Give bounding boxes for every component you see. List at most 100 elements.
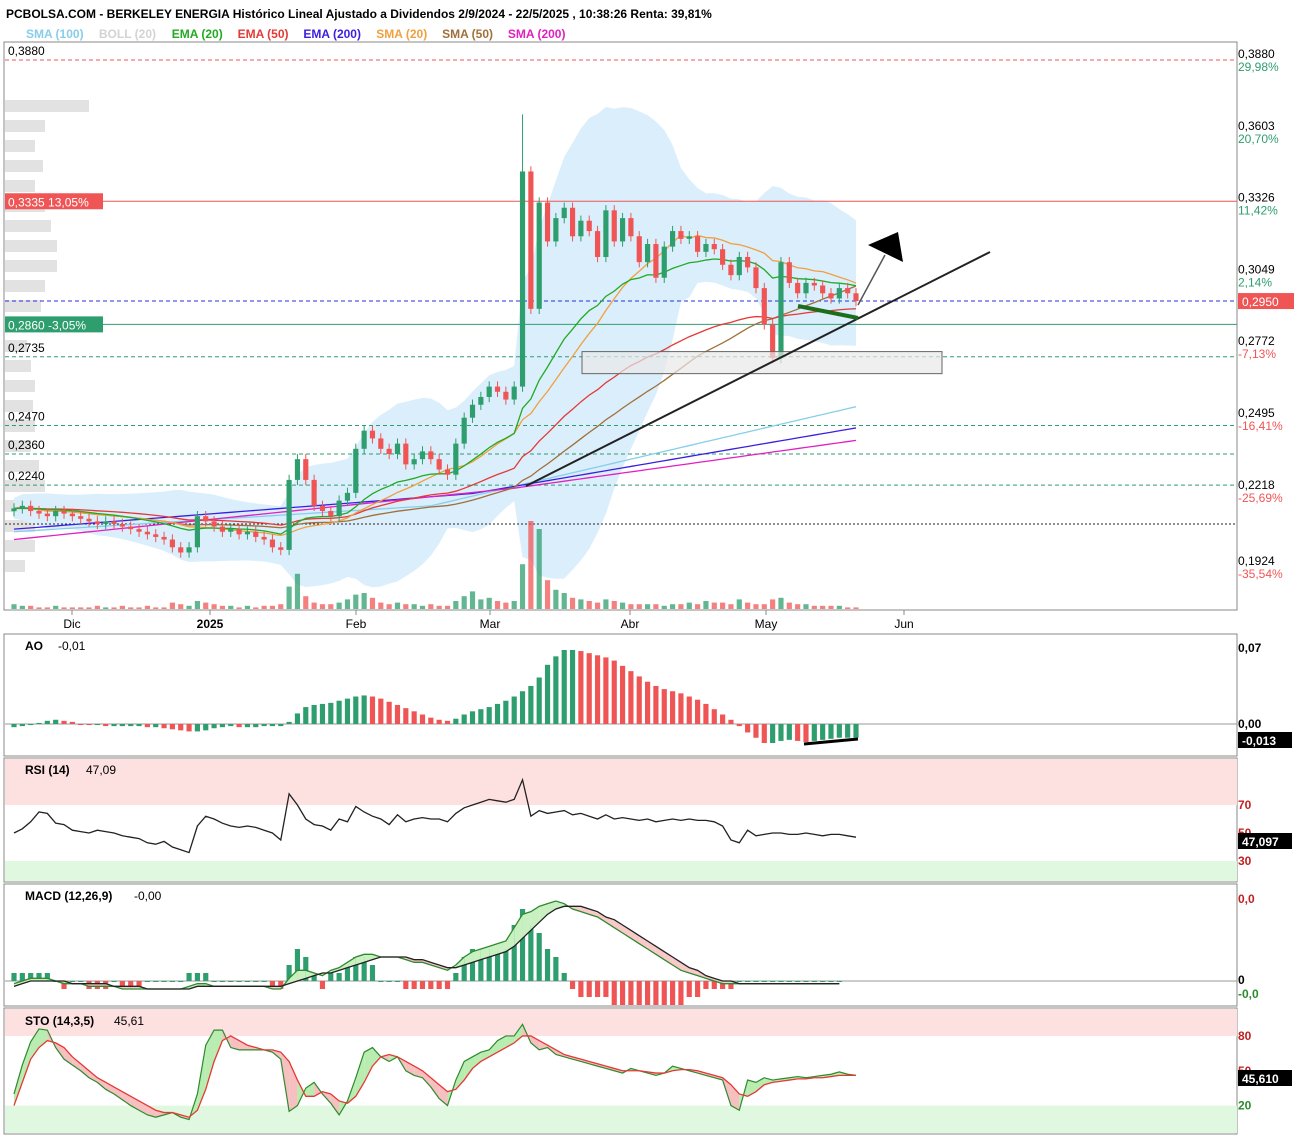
macd-histogram-bar xyxy=(153,981,159,982)
ao-bar xyxy=(695,699,701,724)
volume-bar xyxy=(711,602,717,609)
sma200-line xyxy=(13,439,857,541)
macd-histogram-bar xyxy=(294,949,301,981)
volume-bar xyxy=(144,605,150,609)
consolidation-box xyxy=(581,351,943,375)
ao-bar xyxy=(69,721,75,724)
ao-bar xyxy=(436,719,442,724)
macd-fill xyxy=(480,946,490,960)
volume-profile-bar xyxy=(5,160,43,172)
ao-bar xyxy=(453,718,459,724)
macd-fill xyxy=(597,911,606,923)
candle xyxy=(94,521,100,524)
ao-bar xyxy=(644,681,651,724)
sto-fill xyxy=(14,1064,23,1106)
volume-bar xyxy=(378,602,384,609)
macd-histogram-bar xyxy=(428,981,434,989)
macd-histogram-bar xyxy=(778,981,784,982)
candle xyxy=(194,516,200,548)
volume-bar xyxy=(53,605,59,609)
macd-histogram-bar xyxy=(836,981,842,982)
volume-profile-bar xyxy=(5,100,89,112)
macd-fill xyxy=(639,935,648,949)
volume-bar xyxy=(44,607,50,609)
sto-overbought-zone xyxy=(5,1009,1237,1036)
x-tick-label: 2025 xyxy=(197,617,224,631)
candle xyxy=(144,531,150,535)
candle xyxy=(786,262,792,283)
ao-bar xyxy=(653,685,659,724)
candle xyxy=(436,459,442,470)
volume-bar xyxy=(153,607,159,609)
ao-bar xyxy=(136,724,142,727)
candle xyxy=(803,282,809,294)
sto-title: STO (14,3,5) xyxy=(25,1014,94,1028)
macd-fill xyxy=(589,909,598,917)
candle xyxy=(770,324,776,359)
sto-axis-label: 20 xyxy=(1238,1099,1252,1113)
volume-bar xyxy=(720,602,726,609)
volume-bar xyxy=(594,602,601,609)
macd-line xyxy=(13,900,840,990)
macd-histogram-bar xyxy=(686,981,692,997)
ao-axis-label: 0,07 xyxy=(1238,641,1262,655)
macd-histogram-bar xyxy=(203,973,209,981)
candle xyxy=(845,288,851,294)
volume-profile-bar xyxy=(5,400,33,412)
candle xyxy=(653,244,659,278)
legend-item: SMA (50) xyxy=(442,27,493,41)
ao-divergence-line xyxy=(803,737,859,746)
ao-bar xyxy=(11,724,17,728)
volume-bar xyxy=(494,601,501,609)
volume-bar xyxy=(536,529,542,609)
ao-layer: 0,07 0,00 -0,013 xyxy=(5,641,1292,748)
volume-bar xyxy=(745,602,751,609)
candle xyxy=(344,492,351,501)
sma20-line xyxy=(13,234,857,537)
candle xyxy=(61,511,67,514)
volume-bar xyxy=(244,605,251,609)
macd-signal-line xyxy=(13,905,840,990)
volume-bar xyxy=(503,602,509,609)
level-label: 0,2360 xyxy=(8,438,45,452)
ao-bar xyxy=(678,693,684,724)
volume-bar xyxy=(336,602,342,609)
price-axis-pct: -16,41% xyxy=(1238,419,1283,433)
volume-bar xyxy=(778,597,784,609)
ao-bar xyxy=(511,696,517,724)
candle xyxy=(328,511,334,517)
ao-bar xyxy=(128,724,134,727)
arrow-head xyxy=(868,232,903,262)
volume-profile-bar xyxy=(5,340,27,352)
candle xyxy=(319,505,326,512)
volume-bar xyxy=(194,601,200,609)
candle xyxy=(161,536,167,540)
candle xyxy=(236,529,242,535)
ao-bar xyxy=(394,704,401,724)
sto-fill xyxy=(730,1084,740,1111)
candle xyxy=(253,531,259,537)
candle xyxy=(670,231,676,247)
price-axis-pct: 29,98% xyxy=(1238,60,1279,74)
ao-bar xyxy=(636,676,642,724)
legend-item: EMA (50) xyxy=(238,27,289,41)
sto-d-line xyxy=(13,1035,856,1118)
ao-last-value: -0,013 xyxy=(1242,734,1276,748)
candle xyxy=(369,430,376,439)
volume-bar xyxy=(178,604,184,609)
macd-histogram-bar xyxy=(44,973,50,981)
volume-bar xyxy=(845,607,851,609)
volume-profile-bar xyxy=(5,140,35,152)
ao-bar xyxy=(178,724,184,731)
trendline xyxy=(525,251,991,487)
macd-fill xyxy=(472,949,481,963)
sto-fill xyxy=(522,1024,531,1043)
ao-bar xyxy=(78,724,84,725)
macd-histogram-bar xyxy=(561,973,567,981)
rsi-layer: 70503047,097 xyxy=(5,759,1292,881)
ao-bar xyxy=(319,703,326,724)
candle xyxy=(561,207,567,219)
macd-histogram-bar xyxy=(486,949,492,981)
volume-bar xyxy=(428,604,434,609)
macd-histogram-bar xyxy=(786,981,792,982)
